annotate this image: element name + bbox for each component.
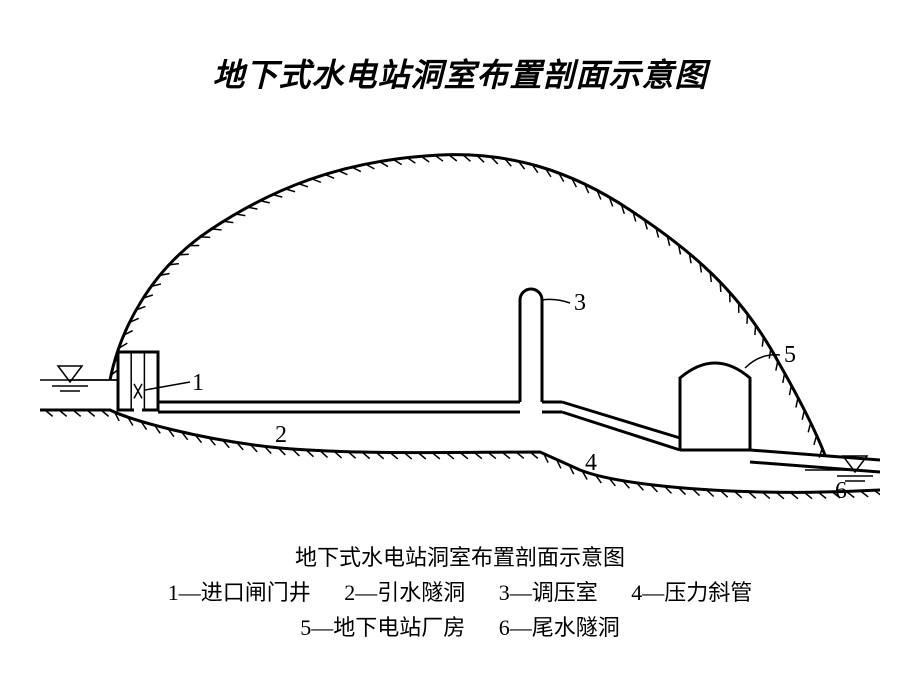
svg-text:3: 3	[574, 290, 586, 316]
legend-6: 6—尾水隧洞	[499, 615, 620, 640]
svg-text:1: 1	[192, 370, 204, 396]
page-title: 地下式水电站洞室布置剖面示意图	[0, 50, 920, 96]
svg-text:2: 2	[275, 422, 287, 448]
svg-text:5: 5	[784, 342, 796, 368]
svg-text:4: 4	[585, 450, 597, 476]
legend-line-2: 5—地下电站厂房 6—尾水隧洞	[0, 610, 920, 645]
legend-line-1: 1—进口闸门井 2—引水隧洞 3—调压室 4—压力斜管	[0, 575, 920, 610]
caption-block: 地下式水电站洞室布置剖面示意图 1—进口闸门井 2—引水隧洞 3—调压室 4—压…	[0, 540, 920, 646]
legend-1: 1—进口闸门井	[168, 580, 311, 605]
legend-4: 4—压力斜管	[631, 580, 752, 605]
svg-text:6: 6	[835, 478, 847, 504]
legend-3: 3—调压室	[499, 580, 598, 605]
legend-5: 5—地下电站厂房	[300, 615, 465, 640]
legend-2: 2—引水隧洞	[344, 580, 465, 605]
cross-section-diagram: 1 2 3 4 5 6	[40, 120, 880, 520]
caption-title: 地下式水电站洞室布置剖面示意图	[0, 540, 920, 575]
